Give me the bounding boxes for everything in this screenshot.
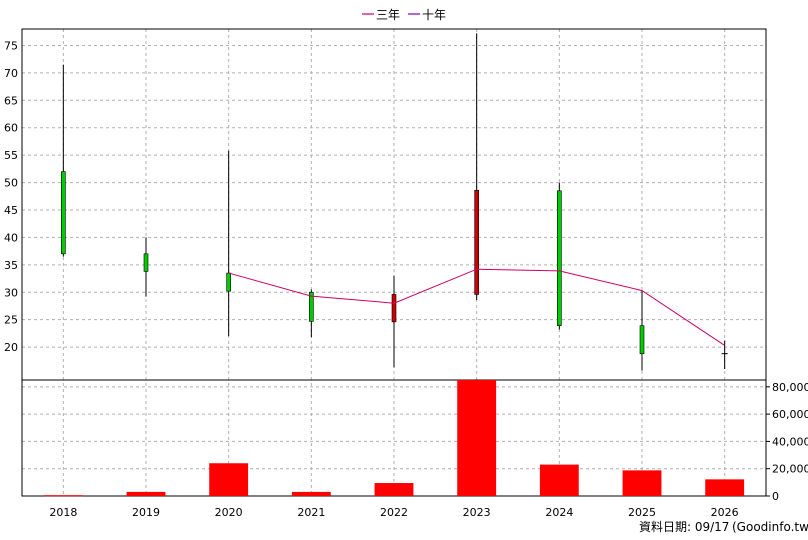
source-label: (Goodinfo.tw) bbox=[732, 520, 808, 534]
x-axis-ticks: 2018 2019 2020 2021 2022 2023 2024 2025 2026 bbox=[49, 506, 738, 519]
price-tick-label: 45 bbox=[4, 204, 18, 217]
volume-bars bbox=[43, 380, 745, 497]
ma-line bbox=[228, 268, 725, 346]
x-tick-label: 2024 bbox=[545, 506, 573, 519]
volume-tick-label: 40,000 bbox=[772, 435, 808, 448]
volume-bar bbox=[209, 463, 249, 496]
x-grid bbox=[62, 29, 726, 496]
x-tick-label: 2020 bbox=[215, 506, 243, 519]
price-axis-ticks: 20 25 30 35 40 45 50 55 60 65 70 75 bbox=[4, 39, 18, 354]
candle-body bbox=[557, 190, 562, 327]
volume-bar bbox=[126, 491, 166, 496]
legend-label-3y: 三年 bbox=[376, 8, 400, 22]
x-tick-label: 2018 bbox=[49, 506, 77, 519]
candle-body bbox=[474, 189, 479, 295]
data-date-label: 資料日期: 09/17 bbox=[639, 520, 729, 534]
price-tick-label: 50 bbox=[4, 177, 18, 190]
price-tick-label: 60 bbox=[4, 122, 18, 135]
volume-tick-label: 20,000 bbox=[772, 463, 808, 476]
x-tick-label: 2021 bbox=[297, 506, 325, 519]
volume-tick-label: 0 bbox=[772, 490, 779, 503]
legend: 三年 十年 bbox=[362, 8, 446, 22]
candles bbox=[61, 33, 728, 371]
x-tick-label: 2023 bbox=[463, 506, 491, 519]
price-tick-label: 75 bbox=[4, 39, 18, 52]
volume-bar bbox=[291, 491, 331, 496]
price-tick-label: 40 bbox=[4, 231, 18, 244]
candle-body bbox=[226, 272, 231, 292]
volume-bar bbox=[374, 483, 414, 496]
x-tick-label: 2019 bbox=[132, 506, 160, 519]
candle-body bbox=[61, 171, 66, 255]
candle-body bbox=[309, 291, 314, 322]
volume-tick-label: 60,000 bbox=[772, 408, 808, 421]
x-tick-label: 2026 bbox=[711, 506, 739, 519]
volume-bar bbox=[622, 470, 662, 496]
moving-average-lines bbox=[228, 268, 725, 346]
candle-body bbox=[639, 325, 645, 354]
volume-bar bbox=[43, 495, 83, 497]
price-tick-label: 20 bbox=[4, 341, 18, 354]
volume-bar bbox=[457, 380, 497, 496]
volume-bar bbox=[705, 479, 745, 496]
volume-axis-ticks: 0 20,000 40,000 60,000 80,000 bbox=[766, 381, 808, 503]
volume-bar bbox=[539, 464, 579, 496]
price-tick-label: 65 bbox=[4, 94, 18, 107]
price-tick-label: 35 bbox=[4, 259, 18, 272]
price-tick-label: 70 bbox=[4, 67, 18, 80]
x-tick-label: 2025 bbox=[628, 506, 656, 519]
candle-body bbox=[391, 294, 397, 323]
volume-tick-label: 80,000 bbox=[772, 381, 808, 394]
price-tick-label: 30 bbox=[4, 286, 18, 299]
legend-label-10y: 十年 bbox=[422, 8, 446, 22]
price-tick-label: 55 bbox=[4, 149, 18, 162]
price-tick-label: 25 bbox=[4, 314, 18, 327]
candle-body bbox=[143, 253, 149, 272]
x-tick-label: 2022 bbox=[380, 506, 408, 519]
